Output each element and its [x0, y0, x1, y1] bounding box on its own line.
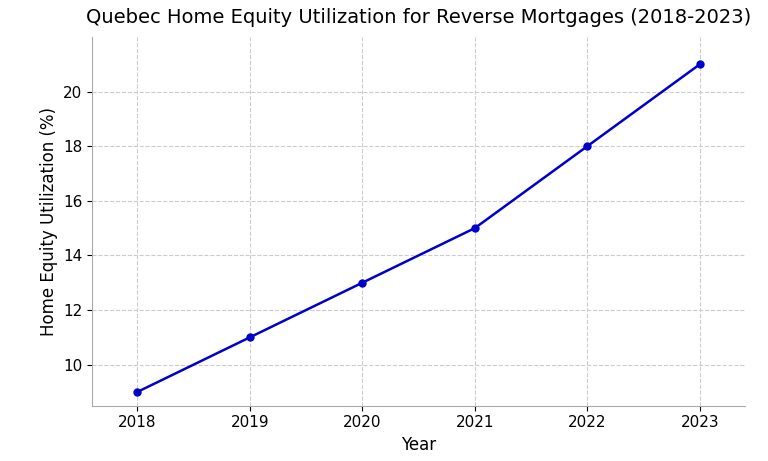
Y-axis label: Home Equity Utilization (%): Home Equity Utilization (%) [39, 107, 58, 336]
X-axis label: Year: Year [401, 436, 436, 454]
Title: Quebec Home Equity Utilization for Reverse Mortgages (2018-2023): Quebec Home Equity Utilization for Rever… [86, 8, 751, 27]
